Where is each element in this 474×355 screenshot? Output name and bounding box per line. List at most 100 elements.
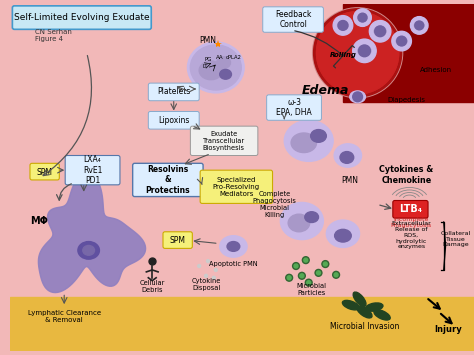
- Text: ω-3
EPA, DHA: ω-3 EPA, DHA: [276, 98, 312, 117]
- Text: CN Serhan
Figure 4: CN Serhan Figure 4: [35, 29, 72, 42]
- Text: Cytokine
Disposal: Cytokine Disposal: [191, 278, 221, 291]
- Circle shape: [392, 31, 411, 51]
- Ellipse shape: [288, 214, 310, 232]
- Text: LXA₄
RvE1
PD1: LXA₄ RvE1 PD1: [83, 155, 102, 185]
- Circle shape: [334, 273, 338, 277]
- Text: Extracellular
Release of
ROS,
hydrolytic
enzymes: Extracellular Release of ROS, hydrolytic…: [392, 221, 431, 250]
- FancyBboxPatch shape: [263, 7, 323, 32]
- Text: AA: AA: [216, 55, 223, 60]
- Circle shape: [353, 92, 363, 102]
- Circle shape: [317, 271, 320, 275]
- FancyBboxPatch shape: [30, 163, 59, 180]
- Circle shape: [369, 21, 391, 42]
- Ellipse shape: [227, 241, 240, 251]
- Ellipse shape: [284, 120, 333, 162]
- Text: Lymphatic Clearance
& Removal: Lymphatic Clearance & Removal: [27, 310, 101, 323]
- Circle shape: [397, 36, 407, 46]
- Ellipse shape: [358, 45, 371, 56]
- Text: Collateral
Tissue
Damage: Collateral Tissue Damage: [440, 231, 471, 247]
- FancyBboxPatch shape: [148, 83, 199, 101]
- Ellipse shape: [220, 70, 231, 79]
- Text: Adhesion: Adhesion: [420, 67, 452, 73]
- Ellipse shape: [342, 300, 359, 310]
- Text: Feedback
Control: Feedback Control: [275, 10, 311, 29]
- Circle shape: [354, 9, 371, 26]
- Text: Lipoxins: Lipoxins: [158, 116, 190, 125]
- Ellipse shape: [357, 306, 372, 318]
- Circle shape: [300, 274, 304, 278]
- Text: PG: PG: [204, 57, 211, 62]
- Circle shape: [198, 264, 201, 267]
- Ellipse shape: [340, 152, 354, 163]
- Circle shape: [333, 16, 353, 35]
- Text: Apoptotic PMN: Apoptotic PMN: [209, 261, 258, 267]
- Text: Edema: Edema: [301, 84, 349, 97]
- Ellipse shape: [335, 229, 351, 242]
- Circle shape: [333, 271, 339, 278]
- FancyBboxPatch shape: [191, 126, 258, 155]
- FancyBboxPatch shape: [267, 95, 321, 120]
- Ellipse shape: [305, 212, 319, 223]
- Ellipse shape: [358, 13, 367, 22]
- Ellipse shape: [396, 37, 407, 45]
- Text: Incomplete
Phagocytosis: Incomplete Phagocytosis: [391, 217, 432, 228]
- Ellipse shape: [317, 12, 399, 94]
- FancyBboxPatch shape: [163, 232, 192, 248]
- Circle shape: [353, 39, 376, 62]
- Text: SPM: SPM: [36, 168, 53, 177]
- Text: Microbial
Particles: Microbial Particles: [297, 283, 327, 296]
- Circle shape: [286, 274, 292, 281]
- Ellipse shape: [374, 310, 390, 320]
- Text: PMN: PMN: [199, 36, 216, 45]
- Bar: [10, 297, 474, 351]
- Ellipse shape: [78, 241, 100, 259]
- Circle shape: [292, 263, 300, 269]
- Text: Diapedesis: Diapedesis: [387, 97, 425, 103]
- Text: Cellular
Debris: Cellular Debris: [139, 280, 165, 294]
- Ellipse shape: [83, 245, 94, 255]
- Circle shape: [358, 13, 367, 22]
- Ellipse shape: [313, 8, 402, 98]
- Circle shape: [299, 272, 305, 279]
- Ellipse shape: [334, 144, 362, 167]
- FancyBboxPatch shape: [200, 170, 273, 203]
- Circle shape: [410, 17, 428, 34]
- FancyBboxPatch shape: [133, 163, 203, 197]
- Text: MΦ: MΦ: [30, 216, 48, 226]
- Ellipse shape: [291, 133, 317, 153]
- Ellipse shape: [326, 220, 360, 247]
- Text: Rolling: Rolling: [329, 52, 356, 58]
- Circle shape: [323, 262, 327, 266]
- Text: Specialized
Pro-Resolving
Mediators: Specialized Pro-Resolving Mediators: [213, 177, 260, 197]
- Ellipse shape: [317, 12, 399, 94]
- Text: PMN: PMN: [341, 176, 358, 185]
- Polygon shape: [38, 173, 146, 293]
- Text: cPLA2: cPLA2: [226, 55, 242, 60]
- Circle shape: [207, 260, 210, 263]
- Ellipse shape: [353, 292, 366, 306]
- Circle shape: [205, 274, 208, 277]
- Text: Exudate
Transcellular
Biosynthesis: Exudate Transcellular Biosynthesis: [202, 131, 245, 151]
- Ellipse shape: [350, 91, 365, 103]
- Circle shape: [287, 276, 291, 280]
- Ellipse shape: [414, 21, 424, 29]
- Text: Complete
Phagocytosis
Microbial
Killing: Complete Phagocytosis Microbial Killing: [253, 191, 296, 218]
- Circle shape: [304, 258, 308, 262]
- Circle shape: [375, 26, 385, 37]
- Circle shape: [415, 21, 424, 30]
- Ellipse shape: [220, 236, 247, 257]
- Ellipse shape: [280, 202, 323, 240]
- Text: SPM: SPM: [170, 236, 186, 245]
- Text: Injury: Injury: [435, 324, 463, 334]
- Ellipse shape: [310, 130, 326, 142]
- Ellipse shape: [199, 61, 223, 80]
- Text: LT: LT: [202, 65, 208, 70]
- Ellipse shape: [217, 57, 230, 69]
- Circle shape: [302, 257, 309, 263]
- Ellipse shape: [314, 9, 401, 97]
- FancyBboxPatch shape: [148, 111, 199, 129]
- Bar: [343, 4, 474, 102]
- Text: Cytokines &
Chemokine: Cytokines & Chemokine: [379, 165, 434, 185]
- Circle shape: [305, 279, 312, 286]
- Ellipse shape: [337, 21, 348, 30]
